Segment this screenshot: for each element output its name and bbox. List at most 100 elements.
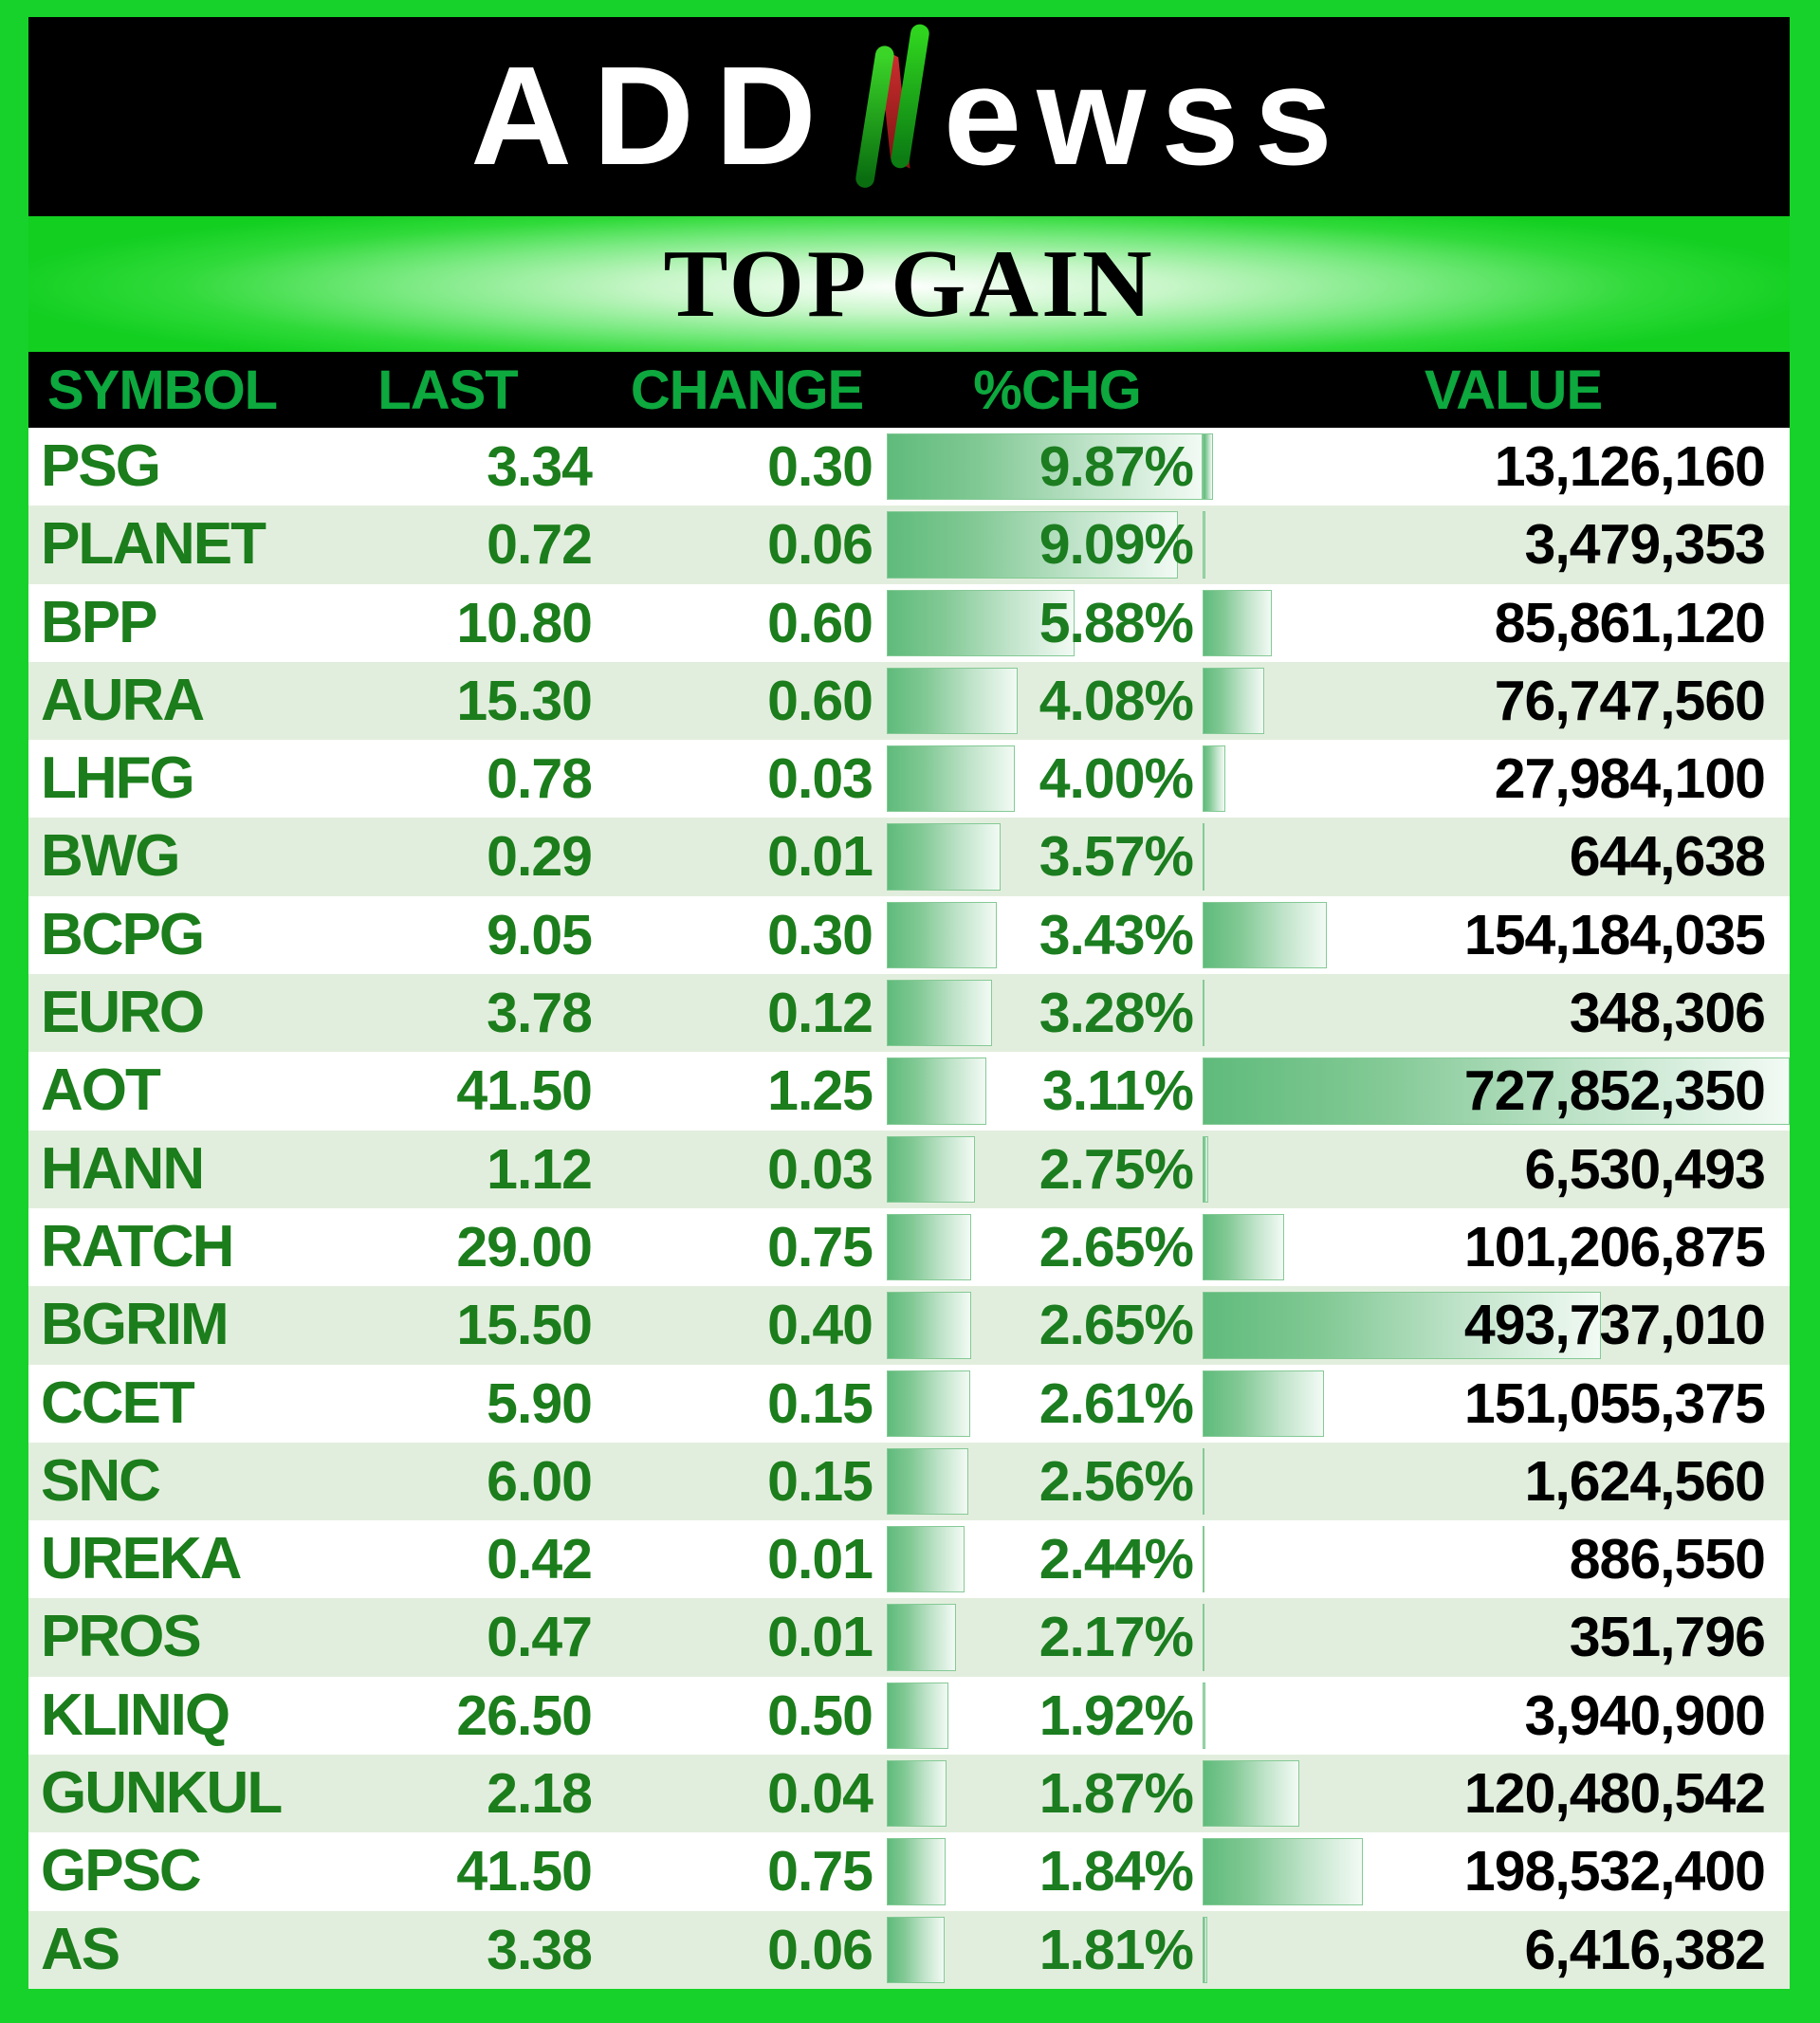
value-text: 351,796 — [1569, 1606, 1766, 1669]
table-row: AS 3.38 0.06 1.81% 6,416,382 — [28, 1910, 1790, 1989]
pct-chg-cell: 3.57% — [887, 818, 1203, 895]
symbol-cell: LHFG — [41, 745, 195, 812]
column-header-last: LAST — [377, 359, 518, 421]
change-cell: 0.15 — [767, 1449, 873, 1513]
pct-chg-text: 3.28% — [1039, 982, 1194, 1045]
change-cell: 0.06 — [767, 1918, 873, 1981]
symbol-cell: BPP — [41, 589, 157, 655]
pct-chg-databar — [887, 589, 1075, 656]
pct-chg-databar — [887, 1213, 972, 1281]
value-databar — [1203, 1838, 1363, 1905]
change-cell: 0.03 — [767, 747, 873, 811]
pct-chg-databar — [887, 1838, 947, 1905]
last-cell: 3.78 — [487, 982, 593, 1045]
table-row: GUNKUL 2.18 0.04 1.87% 120,480,542 — [28, 1755, 1790, 1833]
pct-chg-databar — [887, 1057, 986, 1125]
last-cell: 6.00 — [487, 1449, 593, 1513]
last-cell: 41.50 — [456, 1059, 593, 1123]
table-row: PLANET 0.72 0.06 9.09% 3,479,353 — [28, 506, 1790, 584]
value-text: 154,184,035 — [1463, 903, 1766, 966]
value-databar — [1203, 1916, 1208, 1983]
value-cell: 727,852,350 — [1203, 1052, 1790, 1130]
pct-chg-cell: 2.65% — [887, 1286, 1203, 1364]
column-header-pct-chg: %CHG — [973, 359, 1141, 421]
table-row: LHFG 0.78 0.03 4.00% 27,984,100 — [28, 740, 1790, 818]
change-cell: 0.30 — [767, 435, 873, 498]
value-cell: 101,206,875 — [1203, 1208, 1790, 1286]
value-databar — [1203, 1370, 1325, 1437]
value-text: 76,747,560 — [1494, 669, 1766, 732]
symbol-cell: GPSC — [41, 1838, 202, 1904]
symbol-cell: AURA — [41, 667, 205, 733]
pct-chg-cell: 2.56% — [887, 1443, 1203, 1520]
table-row: BCPG 9.05 0.30 3.43% 154,184,035 — [28, 895, 1790, 975]
value-text: 101,206,875 — [1463, 1215, 1766, 1278]
pct-chg-text: 2.65% — [1039, 1215, 1194, 1278]
last-cell: 15.50 — [456, 1294, 593, 1357]
symbol-cell: PLANET — [41, 511, 267, 578]
value-databar — [1203, 1604, 1204, 1671]
value-cell: 3,479,353 — [1203, 506, 1790, 583]
value-cell: 85,861,120 — [1203, 584, 1790, 662]
value-databar — [1203, 1057, 1790, 1125]
value-text: 1,624,560 — [1524, 1449, 1766, 1513]
pct-chg-text: 2.17% — [1039, 1606, 1194, 1669]
pct-chg-text: 9.87% — [1039, 435, 1194, 498]
pct-chg-databar — [887, 1604, 957, 1671]
last-cell: 3.34 — [487, 435, 593, 498]
pct-chg-cell: 1.81% — [887, 1911, 1203, 1989]
symbol-cell: PROS — [41, 1604, 202, 1670]
table-row: UREKA 0.42 0.01 2.44% 886,550 — [28, 1520, 1790, 1599]
pct-chg-databar — [887, 1292, 972, 1359]
poster-content: ADD ewss TOP GAIN SYMBOL LAST — [28, 17, 1790, 1989]
last-cell: 5.90 — [487, 1371, 593, 1435]
pct-chg-text: 1.92% — [1039, 1683, 1194, 1747]
last-cell: 0.72 — [487, 513, 593, 577]
pct-chg-cell: 2.75% — [887, 1131, 1203, 1208]
value-databar — [1203, 1292, 1601, 1359]
symbol-cell: CCET — [41, 1370, 195, 1436]
value-text: 6,530,493 — [1524, 1137, 1766, 1201]
value-cell: 120,480,542 — [1203, 1755, 1790, 1832]
value-cell: 13,126,160 — [1203, 428, 1790, 506]
change-cell: 0.60 — [767, 591, 873, 654]
value-databar — [1203, 1760, 1300, 1828]
value-cell: 151,055,375 — [1203, 1365, 1790, 1443]
table-row: PROS 0.47 0.01 2.17% 351,796 — [28, 1598, 1790, 1677]
change-cell: 0.01 — [767, 825, 873, 889]
symbol-cell: BWG — [41, 823, 181, 890]
pct-chg-databar — [887, 1526, 965, 1593]
last-cell: 29.00 — [456, 1215, 593, 1278]
value-text: 85,861,120 — [1494, 591, 1766, 654]
value-cell: 351,796 — [1203, 1598, 1790, 1676]
last-cell: 41.50 — [456, 1840, 593, 1903]
pct-chg-cell: 1.87% — [887, 1755, 1203, 1832]
table-row: BWG 0.29 0.01 3.57% 644,638 — [28, 818, 1790, 896]
pct-chg-databar — [887, 511, 1178, 579]
value-cell: 886,550 — [1203, 1520, 1790, 1598]
value-text: 13,126,160 — [1494, 435, 1766, 498]
last-cell: 0.29 — [487, 825, 593, 889]
value-cell: 76,747,560 — [1203, 662, 1790, 740]
pct-chg-text: 1.81% — [1039, 1918, 1194, 1981]
change-cell: 0.03 — [767, 1137, 873, 1201]
change-cell: 0.12 — [767, 982, 873, 1045]
value-cell: 6,530,493 — [1203, 1131, 1790, 1208]
symbol-cell: PSG — [41, 433, 161, 499]
pct-chg-text: 2.65% — [1039, 1294, 1194, 1357]
value-databar — [1203, 667, 1265, 735]
value-databar — [1203, 1213, 1285, 1281]
table-row: SNC 6.00 0.15 2.56% 1,624,560 — [28, 1442, 1790, 1521]
pct-chg-databar — [887, 980, 992, 1047]
pct-chg-text: 5.88% — [1039, 591, 1194, 654]
value-cell: 3,940,900 — [1203, 1677, 1790, 1755]
page-title: TOP GAIN — [663, 230, 1155, 338]
table-row: PSG 3.34 0.30 9.87% 13,126,160 — [28, 428, 1790, 506]
value-cell: 198,532,400 — [1203, 1832, 1790, 1910]
last-cell: 1.12 — [487, 1137, 593, 1201]
value-databar — [1203, 1135, 1208, 1203]
pct-chg-cell: 9.09% — [887, 506, 1203, 583]
change-cell: 0.50 — [767, 1683, 873, 1747]
last-cell: 10.80 — [456, 591, 593, 654]
